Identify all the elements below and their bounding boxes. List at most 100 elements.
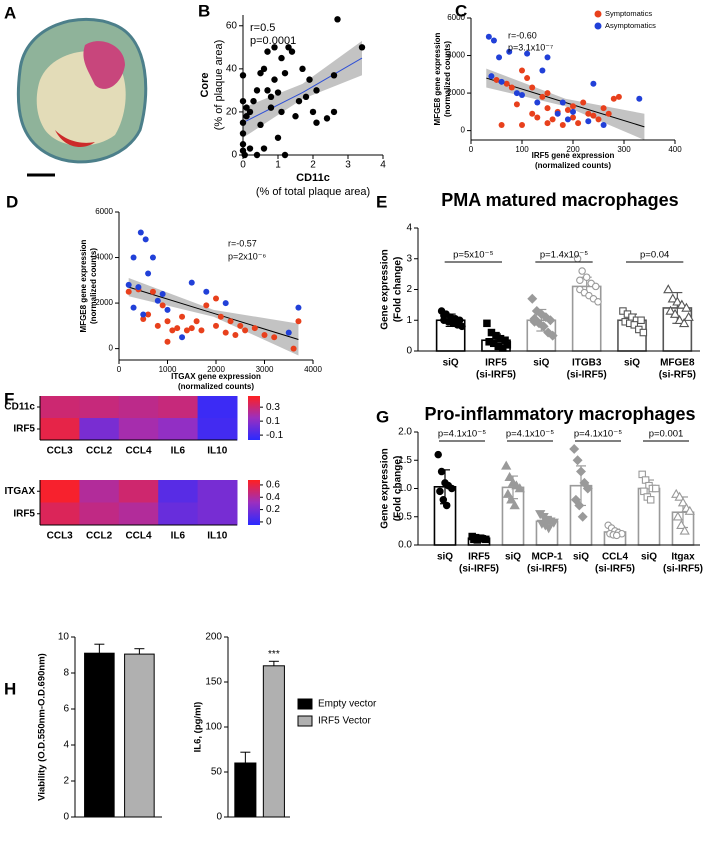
data-point: [529, 84, 536, 91]
data-point: [503, 80, 510, 87]
significance-label: p=1.4x10⁻⁵: [540, 250, 588, 261]
data-point: [549, 116, 556, 123]
data-point: [264, 87, 271, 94]
data-point: [531, 306, 542, 317]
data-point: [585, 118, 592, 125]
x-axis-label: CD11c: [296, 172, 330, 184]
x-tick-label: 3000: [256, 365, 274, 374]
heatmap-cell: [197, 418, 238, 441]
data-point: [313, 87, 320, 94]
x-tick-label: (si-IRF5): [567, 370, 607, 381]
data-point: [169, 327, 176, 334]
significance-label: p=4.1x10⁻⁵: [506, 429, 554, 440]
data-point: [302, 93, 310, 101]
data-point: [142, 236, 149, 243]
data-point: [669, 308, 681, 318]
significance-label: p=4.1x10⁻⁵: [574, 429, 622, 440]
colorbar-tick-label: -0.1: [266, 430, 284, 441]
x-tick-label: 2: [310, 160, 316, 171]
data-point: [646, 496, 655, 504]
y-tick-label: 0: [406, 346, 412, 357]
data-point: [539, 67, 546, 74]
data-point: [663, 284, 674, 294]
data-point: [672, 511, 684, 521]
data-point: [140, 311, 147, 318]
panel-letter: D: [6, 192, 18, 211]
annotation: r=0.5: [250, 22, 275, 34]
data-point: [164, 318, 171, 325]
y-axis-label: MFGE8 gene expression: [79, 239, 88, 332]
data-point: [536, 309, 547, 320]
x-tick-label: 4: [380, 160, 386, 171]
data-point: [271, 76, 278, 83]
y-tick-label: 2: [63, 776, 69, 787]
y-axis-label: Gene expression: [380, 249, 391, 330]
data-point: [544, 90, 551, 97]
data-point: [278, 108, 285, 116]
data-point: [534, 114, 541, 121]
data-point: [676, 519, 687, 529]
x-axis-label: ITGAX gene expression: [171, 372, 261, 381]
data-point: [188, 279, 195, 286]
y-tick-label: 2000: [447, 88, 465, 97]
data-point: [290, 345, 297, 352]
data-point: [519, 91, 525, 98]
panel-letter: F: [4, 389, 14, 408]
column-label: IL10: [207, 531, 227, 542]
heatmap-cell: [40, 480, 80, 503]
data-point: [232, 331, 239, 338]
data-point: [490, 37, 497, 44]
data-point: [434, 450, 442, 459]
data-point: [665, 305, 676, 315]
row-label: IRF5: [13, 424, 35, 435]
data-point: [600, 121, 607, 128]
data-point: [183, 327, 190, 334]
data-point: [476, 534, 485, 542]
data-point: [585, 110, 592, 117]
y-tick-label: 150: [205, 677, 222, 688]
data-point: [513, 90, 520, 97]
y-tick-label: 0: [109, 344, 114, 353]
data-point: [313, 119, 320, 126]
confidence-band: [128, 278, 299, 356]
data-point: [524, 75, 531, 82]
data-point: [544, 105, 551, 112]
data-point: [639, 328, 648, 337]
y-tick-label: 50: [211, 767, 223, 778]
data-point: [502, 488, 514, 498]
data-point: [437, 467, 446, 476]
annotation: p=2x10⁻⁶: [228, 251, 267, 261]
data-point: [130, 254, 137, 261]
data-point: [288, 48, 296, 55]
x-tick-label: (si-IRF5): [663, 564, 703, 575]
x-tick-label: siQ: [505, 552, 521, 563]
data-point: [323, 115, 331, 122]
data-point: [174, 325, 181, 332]
data-point: [436, 487, 444, 496]
data-point: [534, 99, 541, 106]
data-point: [547, 330, 558, 341]
legend-label: Empty vector: [318, 699, 377, 710]
data-point: [610, 95, 617, 102]
data-point: [667, 293, 678, 303]
data-point: [251, 325, 258, 332]
heatmap-cell: [79, 396, 120, 419]
data-point: [485, 338, 493, 346]
y-axis-label: Gene expression: [380, 448, 391, 529]
data-point: [306, 76, 313, 83]
x-tick-label: 400: [668, 145, 682, 154]
data-point: [458, 322, 466, 331]
data-point: [257, 69, 264, 77]
panel-letter: C: [455, 1, 467, 20]
bar: [84, 652, 115, 818]
data-point: [630, 321, 639, 329]
y-tick-label: 4: [406, 223, 412, 234]
heatmap-cell: [79, 502, 120, 526]
data-point: [203, 288, 210, 295]
heatmap-cell: [158, 418, 199, 441]
colorbar-tick-label: 0.3: [266, 402, 280, 413]
data-point: [260, 145, 268, 152]
y-axis-label: (normalized counts): [443, 41, 452, 117]
x-tick-label: MCP-1: [531, 552, 563, 563]
data-point: [569, 443, 580, 454]
